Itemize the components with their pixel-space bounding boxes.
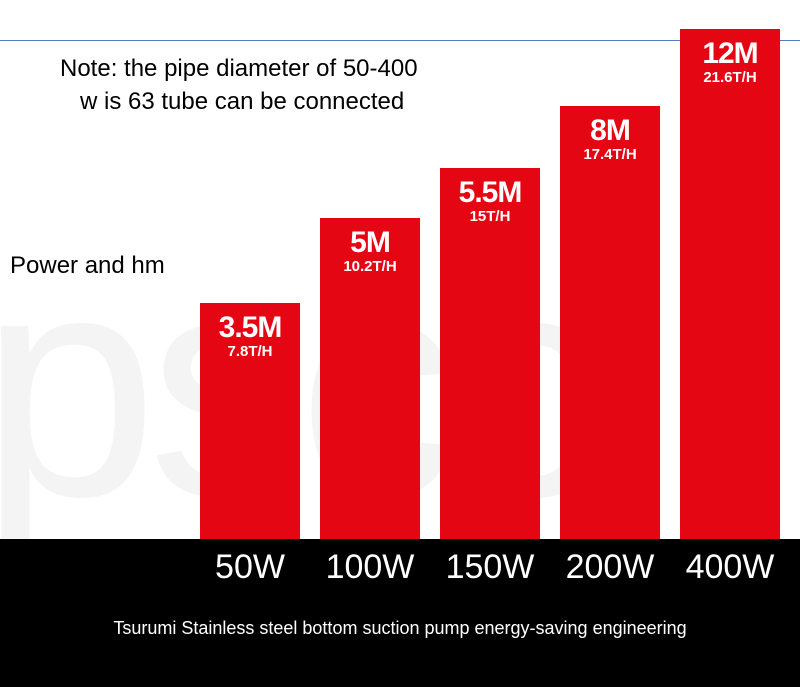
bar-flow-label: 10.2T/H: [320, 258, 420, 275]
bar: 8M17.4T/H: [560, 106, 660, 539]
bar: 12M21.6T/H: [680, 29, 780, 539]
x-axis-labels: 50W100W150W200W400W: [0, 548, 800, 588]
bar-flow-label: 17.4T/H: [560, 146, 660, 163]
bar-head-label: 5.5M: [440, 176, 540, 210]
bar: 5M10.2T/H: [320, 218, 420, 539]
bar-head-label: 8M: [560, 114, 660, 148]
x-axis-label: 200W: [550, 548, 670, 587]
bar: 5.5M15T/H: [440, 168, 540, 539]
x-axis-label: 400W: [670, 548, 790, 587]
x-axis-label: 50W: [190, 548, 310, 587]
bar-head-label: 12M: [680, 37, 780, 71]
bar-head-label: 3.5M: [200, 311, 300, 345]
bar-flow-label: 7.8T/H: [200, 343, 300, 360]
footer-caption: Tsurumi Stainless steel bottom suction p…: [0, 618, 800, 639]
chart-canvas: pscc Note: the pipe diameter of 50-400 w…: [0, 0, 800, 687]
chart-footer: 50W100W150W200W400W Tsurumi Stainless st…: [0, 539, 800, 687]
x-axis-label: 150W: [430, 548, 550, 587]
bar-flow-label: 15T/H: [440, 208, 540, 225]
bar-head-label: 5M: [320, 226, 420, 260]
bars-layer: 3.5M7.8T/H5M10.2T/H5.5M15T/H8M17.4T/H12M…: [0, 0, 800, 539]
bar-flow-label: 21.6T/H: [680, 69, 780, 86]
bar: 3.5M7.8T/H: [200, 303, 300, 539]
x-axis-label: 100W: [310, 548, 430, 587]
